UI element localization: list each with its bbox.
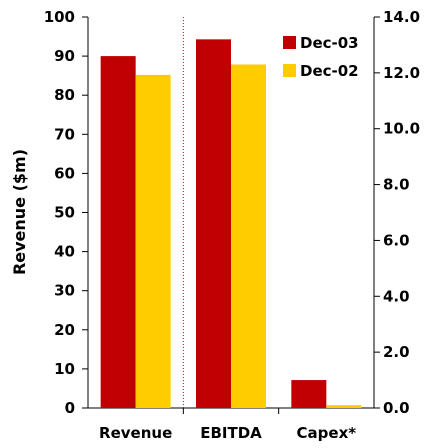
- category-label: EBITDA: [200, 424, 262, 442]
- left-tick-label: 80: [54, 86, 75, 104]
- legend-label: Dec-02: [300, 62, 359, 80]
- category-label: Capex*: [297, 424, 357, 442]
- left-tick-label: 20: [54, 321, 75, 339]
- left-tick-label: 30: [54, 282, 75, 300]
- legend-swatch: [283, 36, 296, 49]
- bar-dec-02-ebitda: [231, 64, 266, 408]
- left-tick-label: 50: [54, 204, 75, 222]
- left-tick-label: 60: [54, 164, 75, 182]
- labels: Revenue EBITDA Capex*: [99, 424, 356, 442]
- left-tick-label: 100: [44, 8, 75, 26]
- right-tick-label: 12.0: [383, 64, 420, 82]
- right-tick-label: 14.0: [383, 8, 420, 26]
- right-tick-label: 8.0: [383, 176, 410, 194]
- right-tick-label: 4.0: [383, 287, 410, 305]
- legend-label: Dec-03: [300, 34, 359, 52]
- bars: [100, 39, 362, 409]
- bar-dec-02-revenue: [135, 74, 171, 409]
- left-tick-label: 10: [54, 360, 75, 378]
- left-tick-label: 40: [54, 243, 75, 261]
- bar-dec-03-revenue: [100, 56, 136, 408]
- right-tick-label: 6.0: [383, 231, 410, 249]
- axes: 0 10 20 30 40 50 60 70 80 90 100 0.0 2.0 4.0 6.0 8.0 10.…: [44, 8, 420, 417]
- bar-dec-02-capex: [326, 405, 362, 408]
- left-tick-label: 0: [65, 399, 75, 417]
- right-tick-label: 0.0: [383, 399, 410, 417]
- y-axis-label: Revenue ($m): [10, 149, 29, 275]
- legend-swatch: [283, 64, 296, 77]
- category-label: Revenue: [99, 424, 172, 442]
- bar-dec-03-ebitda: [196, 39, 231, 408]
- right-tick-label: 10.0: [383, 120, 420, 138]
- bar-dec-03-capex: [291, 380, 327, 408]
- legend: Dec-03 Dec-02: [283, 34, 359, 80]
- right-tick-label: 2.0: [383, 343, 410, 361]
- left-tick-label: 90: [54, 47, 75, 65]
- left-tick-label: 70: [54, 125, 75, 143]
